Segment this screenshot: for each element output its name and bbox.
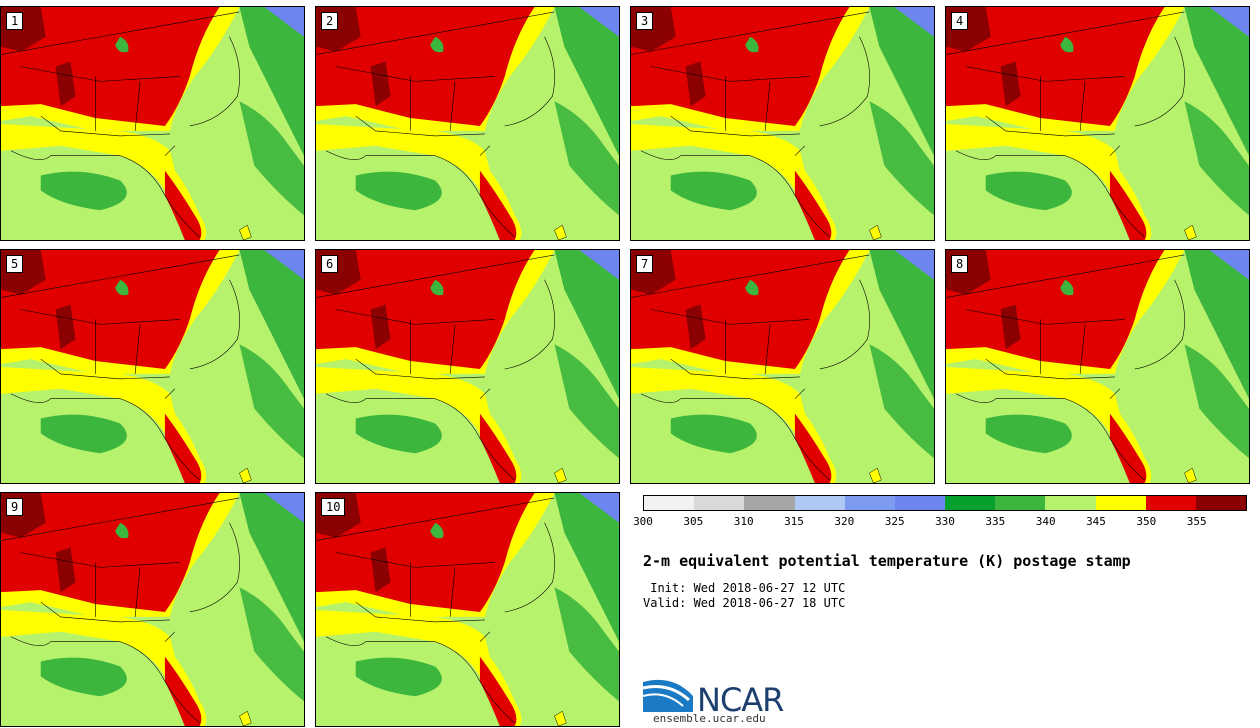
colorbar-swatch: [794, 496, 845, 510]
colorbar-tick-label: 350: [1136, 515, 1157, 528]
colorbar-swatch: [1045, 496, 1096, 510]
colorbar-tick-label: 320: [834, 515, 855, 528]
colorbar-tick-label: 340: [1035, 515, 1056, 528]
figure-title: 2-m equivalent potential temperature (K)…: [643, 552, 1131, 570]
map-panel: 4: [945, 6, 1250, 241]
colorbar-swatch: [995, 496, 1046, 510]
valid-time: Valid: Wed 2018-06-27 18 UTC: [643, 596, 846, 610]
colorbar-tick-label: 310: [733, 515, 754, 528]
init-time: Init: Wed 2018-06-27 12 UTC: [643, 581, 846, 595]
colorbar-tick-label: 325: [884, 515, 905, 528]
colorbar: [643, 495, 1247, 511]
colorbar-tick-label: 300: [633, 515, 653, 528]
panel-number-label: 7: [636, 255, 654, 273]
colorbar-ticks: 300 305 310 315 320 325 330 335 340 345 350 355: [633, 515, 1247, 529]
ncar-logo-text: NCAR: [697, 681, 784, 719]
panel-number-label: 8: [951, 255, 969, 273]
colorbar-swatch: [1095, 496, 1146, 510]
map-panel: 6: [315, 249, 620, 484]
colorbar-tick-label: 345: [1086, 515, 1106, 528]
map-panel: 10: [315, 492, 620, 727]
panel-number-label: 4: [951, 12, 969, 30]
map-panel: 7: [630, 249, 935, 484]
map-panel: 9: [0, 492, 305, 727]
panel-number-label: 6: [321, 255, 339, 273]
colorbar-swatch: [844, 496, 895, 510]
colorbar-swatch: [894, 496, 946, 510]
colorbar-tick-label: 305: [683, 515, 704, 528]
colorbar-tick-label: 330: [935, 515, 955, 528]
colorbar-tick-label: 335: [985, 515, 1006, 528]
panel-number-label: 3: [636, 12, 654, 30]
panel-number-label: 1: [6, 12, 24, 30]
map-panel: 1: [0, 6, 305, 241]
colorbar-swatch: [744, 496, 795, 510]
colorbar-swatch: [1195, 496, 1247, 510]
panel-number-label: 9: [6, 498, 24, 516]
panel-number-label: 2: [321, 12, 339, 30]
colorbar-swatch: [945, 496, 996, 510]
ncar-logo-icon: [643, 679, 693, 712]
colorbar-swatch: [1145, 496, 1196, 510]
map-panel: 3: [630, 6, 935, 241]
map-panel: 5: [0, 249, 305, 484]
panel-number-label: 10: [321, 498, 346, 516]
colorbar-tick-label: 355: [1186, 515, 1207, 528]
colorbar-swatch: [644, 496, 695, 510]
map-panel: 8: [945, 249, 1250, 484]
colorbar-swatch: [694, 496, 745, 510]
ensemble-url[interactable]: ensemble.ucar.edu: [653, 712, 766, 725]
panel-number-label: 5: [6, 255, 24, 273]
map-panel: 2: [315, 6, 620, 241]
colorbar-tick-label: 315: [784, 515, 804, 528]
